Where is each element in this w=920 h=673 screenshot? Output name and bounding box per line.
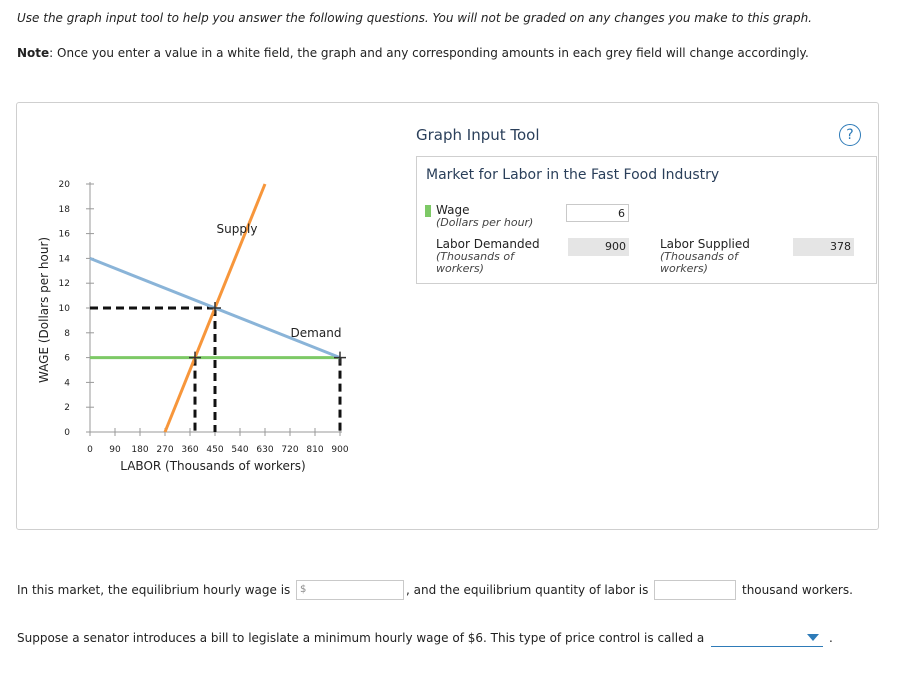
x-axis-title: LABOR (Thousands of workers) xyxy=(120,459,306,473)
y-tick-label: 8 xyxy=(64,329,70,339)
x-tick-label: 540 xyxy=(231,445,248,455)
x-tick-label: 270 xyxy=(156,445,173,455)
y-tick-label: 0 xyxy=(64,428,70,438)
equilibrium-wage-input[interactable]: $ xyxy=(296,580,404,600)
y-tick-label: 16 xyxy=(59,230,71,240)
wage-unit: (Dollars per hour) xyxy=(436,216,534,229)
y-tick-label: 2 xyxy=(64,403,70,413)
y-tick-label: 12 xyxy=(59,279,70,289)
x-tick-label: 180 xyxy=(131,445,148,455)
note-label: Note xyxy=(17,46,50,60)
x-tick-label: 720 xyxy=(281,445,298,455)
note-text: Note: Once you enter a value in a white … xyxy=(17,46,809,60)
y-tick-label: 18 xyxy=(59,205,71,215)
x-tick-label: 630 xyxy=(256,445,273,455)
labor-supplied-value: 378 xyxy=(793,238,854,256)
question-2-text: Suppose a senator introduces a bill to l… xyxy=(17,631,705,645)
graph-input-tool-title: Graph Input Tool xyxy=(416,126,540,144)
y-tick-label: 4 xyxy=(64,378,70,388)
x-tick-label: 810 xyxy=(306,445,323,455)
supply-curve-label: Supply xyxy=(217,222,258,236)
x-tick-label: 0 xyxy=(87,445,93,455)
wage-input[interactable]: 6 xyxy=(566,204,629,222)
labor-demanded-unit-line2: workers) xyxy=(436,262,484,275)
x-tick-label: 900 xyxy=(331,445,348,455)
labor-supplied-label: Labor Supplied xyxy=(660,237,750,251)
question-1-text-before: In this market, the equilibrium hourly w… xyxy=(17,583,291,597)
wage-label: Wage xyxy=(436,203,470,217)
instructions-text: Use the graph input tool to help you ans… xyxy=(17,11,812,25)
price-control-dropdown[interactable] xyxy=(711,630,823,647)
help-icon[interactable]: ? xyxy=(839,124,861,146)
x-tick-label: 90 xyxy=(109,445,121,455)
y-tick-label: 6 xyxy=(64,354,70,364)
wage-color-swatch xyxy=(425,205,431,217)
labor-demanded-unit-line1: (Thousands of xyxy=(436,250,514,263)
y-axis-title: WAGE (Dollars per hour) xyxy=(37,237,51,383)
labor-supplied-unit-line1: (Thousands of xyxy=(660,250,738,263)
demand-curve-label: Demand xyxy=(291,326,342,340)
question-1-text-after: thousand workers. xyxy=(742,583,853,597)
y-tick-label: 20 xyxy=(59,180,71,190)
question-1-text-middle: , and the equilibrium quantity of labor … xyxy=(406,583,649,597)
labor-supplied-unit-line2: workers) xyxy=(660,262,708,275)
labor-demanded-value: 900 xyxy=(568,238,629,256)
question-2-end: . xyxy=(829,631,833,645)
graph-input-tool-box xyxy=(416,156,877,284)
note-body: : Once you enter a value in a white fiel… xyxy=(49,46,809,60)
labor-demanded-label: Labor Demanded xyxy=(436,237,540,251)
equilibrium-quantity-input[interactable] xyxy=(654,580,736,600)
y-tick-label: 10 xyxy=(59,304,71,314)
y-tick-label: 14 xyxy=(59,254,71,264)
x-tick-label: 360 xyxy=(181,445,198,455)
chevron-down-icon[interactable] xyxy=(807,634,819,641)
market-title: Market for Labor in the Fast Food Indust… xyxy=(426,167,720,183)
x-tick-label: 450 xyxy=(206,445,223,455)
